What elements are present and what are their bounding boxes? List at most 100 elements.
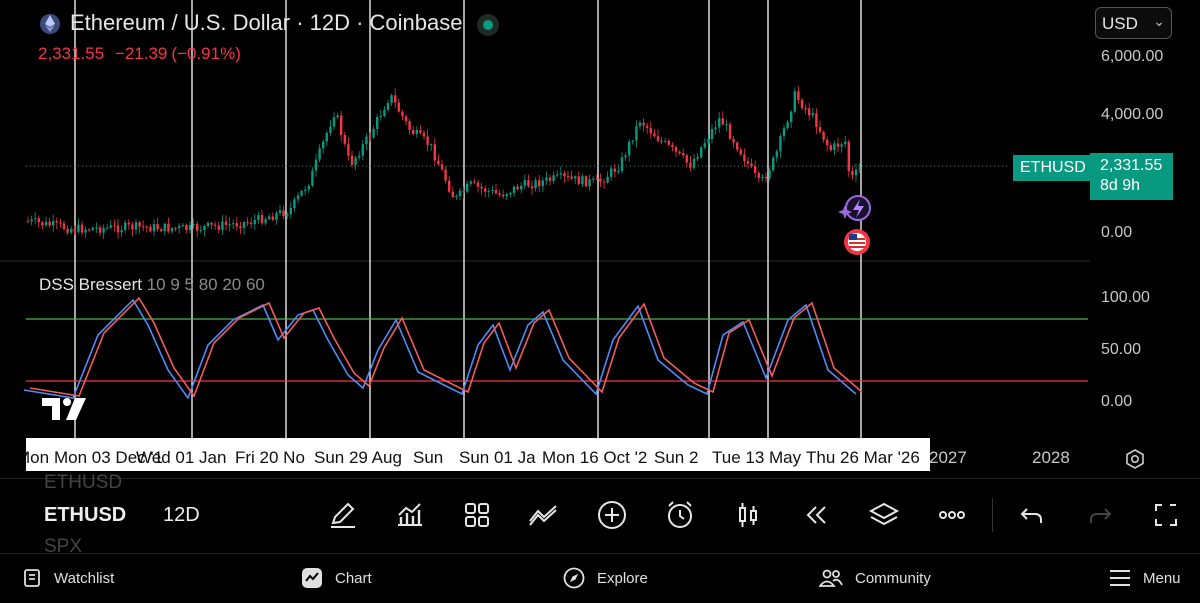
candle-body bbox=[581, 176, 584, 185]
year-label: 2027 bbox=[929, 448, 967, 467]
candle-body bbox=[113, 225, 116, 227]
candle-body bbox=[260, 214, 264, 224]
symbol-scroller-prev[interactable]: ETHUSD bbox=[44, 472, 123, 493]
nav-chart[interactable]: Chart bbox=[301, 566, 372, 590]
candle-body bbox=[754, 166, 757, 173]
indicator-tick: 50.00 bbox=[1101, 341, 1142, 358]
currency-select[interactable]: USD ⌄ bbox=[1095, 7, 1172, 39]
candle-body bbox=[808, 108, 811, 116]
replay-icon[interactable] bbox=[798, 497, 834, 533]
candle-body bbox=[379, 115, 382, 118]
candle-body bbox=[674, 147, 678, 152]
candle-body bbox=[804, 107, 807, 109]
candle-body bbox=[476, 182, 480, 187]
candle-body bbox=[487, 190, 490, 192]
candle-body bbox=[264, 219, 267, 224]
candle-body bbox=[671, 144, 674, 148]
time-label: Sun 29 Aug bbox=[314, 448, 402, 467]
candle-body bbox=[602, 181, 606, 183]
layouts-icon[interactable] bbox=[459, 497, 495, 533]
candle-body bbox=[149, 226, 152, 232]
candle-body bbox=[404, 116, 408, 122]
bar-countdown: 8d 9h bbox=[1100, 177, 1141, 194]
nav-explore[interactable]: Explore bbox=[563, 566, 648, 590]
community-icon bbox=[819, 569, 843, 587]
candle-body bbox=[667, 140, 670, 145]
price-tick: 4,000.00 bbox=[1101, 106, 1164, 123]
market-open-status-icon[interactable] bbox=[476, 13, 500, 42]
candle-body bbox=[840, 144, 843, 147]
candle-body bbox=[851, 171, 854, 176]
candle-body bbox=[242, 222, 246, 229]
candle-body bbox=[437, 160, 440, 165]
candle-body bbox=[401, 111, 404, 117]
symbol-scroller-next[interactable]: SPX bbox=[44, 536, 83, 557]
candle-body bbox=[332, 117, 336, 127]
candle-body bbox=[419, 130, 422, 133]
candle-body bbox=[106, 227, 109, 229]
candle-body bbox=[336, 115, 339, 118]
nav-watchlist[interactable]: Watchlist bbox=[22, 566, 114, 590]
chart-type-icon[interactable] bbox=[730, 497, 766, 533]
ideas-badge-icon[interactable] bbox=[838, 195, 871, 221]
candle-body bbox=[786, 122, 789, 129]
candle-body bbox=[415, 130, 418, 135]
candle-body bbox=[451, 191, 454, 197]
candle-body bbox=[304, 189, 307, 191]
indicator-legend[interactable]: DSS Bressert 10 9 5 80 20 60 bbox=[39, 275, 265, 295]
compare-icon[interactable] bbox=[526, 497, 562, 533]
draw-icon[interactable] bbox=[325, 497, 361, 533]
nav-community[interactable]: Community bbox=[819, 566, 931, 590]
candle-body bbox=[246, 222, 249, 224]
nav-label: Watchlist bbox=[54, 569, 115, 587]
candle-body bbox=[505, 194, 508, 197]
candle-body bbox=[206, 222, 210, 227]
timeframe-selector[interactable]: 12D bbox=[163, 504, 200, 526]
tradingview-logo-icon[interactable] bbox=[42, 398, 86, 425]
time-axis-highlight[interactable]: Mon Mon 03 Dec '1 Wed 01 Jan Fri 20 No S… bbox=[26, 438, 930, 471]
candle-body bbox=[430, 144, 433, 146]
vertical-marker-lines bbox=[74, 0, 862, 438]
layers-icon[interactable] bbox=[866, 497, 902, 533]
us-flag-event-icon[interactable] bbox=[844, 229, 870, 255]
candle-body bbox=[818, 127, 822, 132]
candle-body bbox=[275, 212, 278, 220]
candle-body bbox=[120, 230, 123, 233]
chart-canvas[interactable] bbox=[0, 0, 1200, 478]
redo-icon[interactable] bbox=[1082, 497, 1118, 533]
chevron-down-icon: ⌄ bbox=[1153, 13, 1165, 29]
candle-body bbox=[844, 141, 847, 145]
candlestick-series[interactable] bbox=[26, 86, 861, 239]
candle-body bbox=[534, 180, 537, 189]
undo-icon[interactable] bbox=[1014, 497, 1050, 533]
candle-body bbox=[52, 220, 55, 226]
candle-body bbox=[606, 176, 609, 183]
candle-body bbox=[228, 224, 231, 226]
candle-body bbox=[538, 180, 541, 187]
add-icon[interactable] bbox=[594, 497, 630, 533]
candle-body bbox=[646, 125, 649, 128]
candle-body bbox=[433, 144, 436, 161]
candle-body bbox=[610, 168, 613, 177]
candle-body bbox=[854, 169, 858, 176]
nav-menu[interactable]: Menu bbox=[1109, 566, 1181, 590]
candle-body bbox=[361, 144, 364, 156]
indicators-icon[interactable] bbox=[392, 497, 428, 533]
current-price-tag: 2,331.55 8d 9h bbox=[1090, 153, 1173, 200]
more-icon[interactable] bbox=[934, 497, 970, 533]
candle-body bbox=[757, 172, 760, 178]
fullscreen-icon[interactable] bbox=[1148, 497, 1184, 533]
candle-body bbox=[782, 128, 786, 137]
candle-body bbox=[444, 169, 447, 181]
year-label: 2028 bbox=[1032, 448, 1070, 467]
candle-body bbox=[314, 159, 318, 171]
alert-icon[interactable] bbox=[662, 497, 698, 533]
candle-body bbox=[512, 186, 516, 193]
candle-body bbox=[595, 178, 598, 180]
candle-body bbox=[48, 221, 51, 226]
chart-settings-icon[interactable] bbox=[1124, 448, 1146, 475]
candle-body bbox=[577, 176, 580, 185]
chart-title[interactable]: Ethereum / U.S. Dollar · 12D · Coinbase bbox=[70, 10, 463, 35]
symbol-selector[interactable]: ETHUSD bbox=[44, 504, 127, 526]
candle-body bbox=[422, 132, 426, 137]
